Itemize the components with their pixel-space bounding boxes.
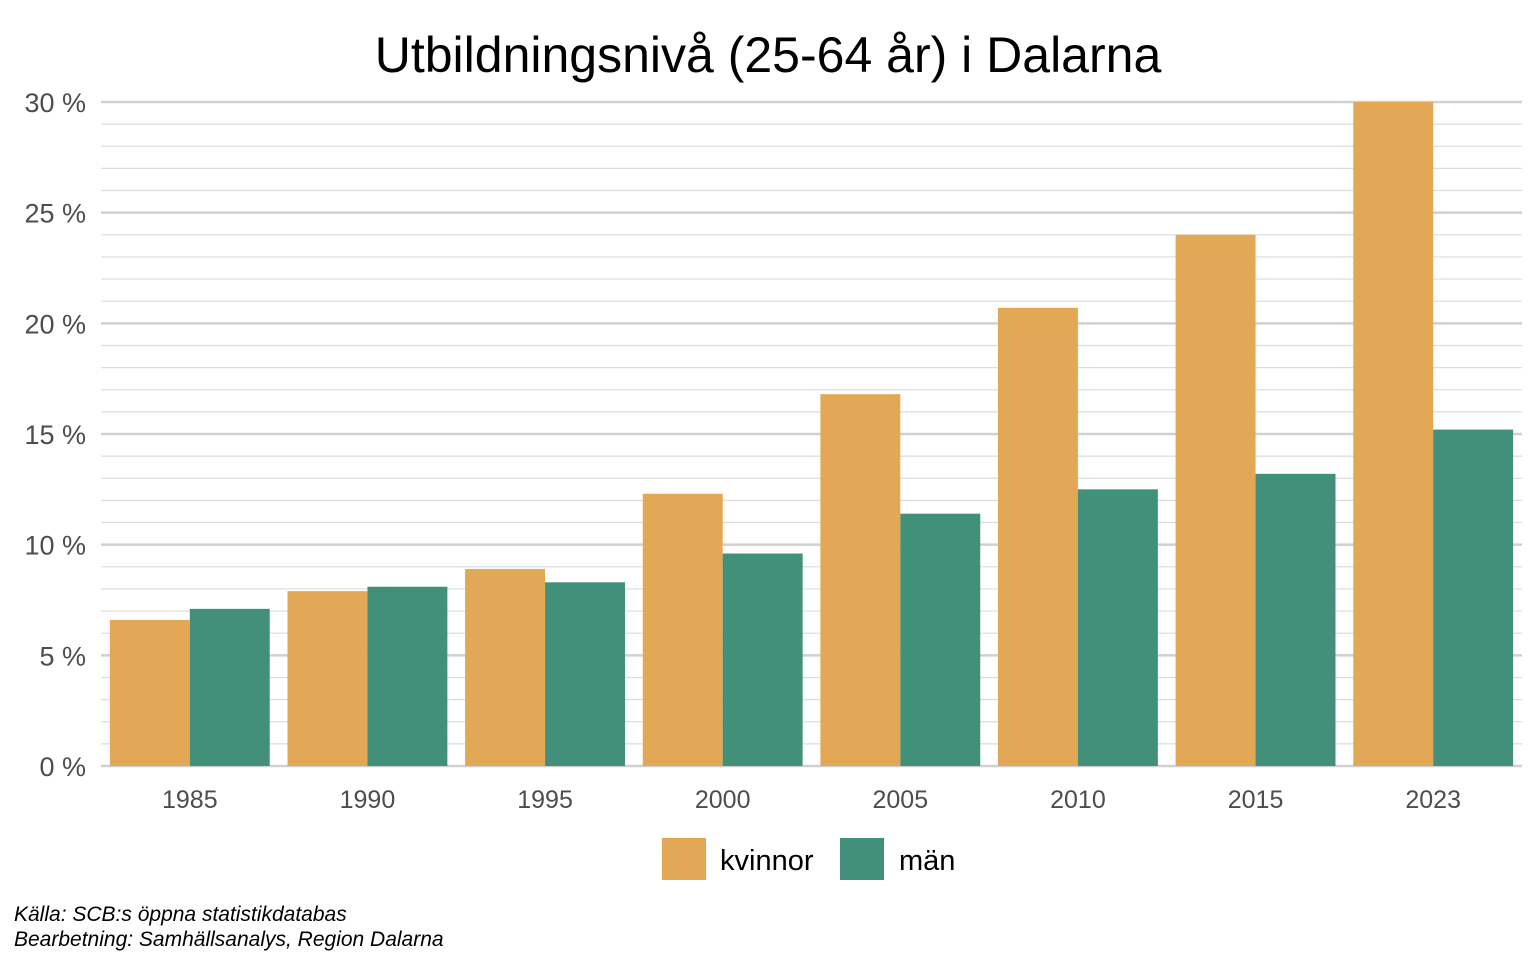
bar-man-2023 (1433, 429, 1514, 766)
bar-man-1985 (189, 608, 270, 766)
bar-man-2005 (900, 513, 981, 766)
bar-man-1990 (367, 586, 448, 766)
y-tick-label: 30 % (24, 88, 86, 118)
chart-title: Utbildningsnivå (25-64 år) i Dalarna (375, 27, 1162, 83)
y-tick-label: 15 % (24, 420, 86, 450)
legend-swatch-kvinnor (662, 838, 706, 880)
bars (109, 102, 1514, 767)
y-tick-label: 10 % (24, 531, 86, 561)
x-tick-label: 2015 (1228, 786, 1284, 814)
bar-kvinnor-2010 (998, 307, 1078, 766)
x-tick-label: 2023 (1405, 786, 1461, 814)
bar-kvinnor-1995 (465, 569, 546, 766)
bar-kvinnor-1990 (287, 591, 368, 766)
x-tick-label: 1985 (162, 786, 218, 814)
y-tick-label: 0 % (39, 752, 86, 782)
bar-kvinnor-2015 (1175, 234, 1256, 767)
bar-man-2010 (1077, 489, 1158, 766)
bar-kvinnor-2023 (1353, 102, 1434, 766)
x-tick-label: 2005 (873, 786, 929, 814)
caption-source: Källa: SCB:s öppna statistikdatabas (14, 903, 347, 926)
y-axis-ticks: 0 % 5 % 10 % 15 % 20 % 25 % 30 % (24, 88, 86, 782)
legend-swatch-man (840, 838, 884, 880)
y-tick-label: 20 % (24, 309, 86, 339)
bar-man-2000 (722, 553, 803, 766)
bar-kvinnor-2005 (820, 394, 901, 766)
bar-kvinnor-2000 (642, 493, 723, 766)
caption-processing: Bearbetning: Samhällsanalys, Region Dala… (14, 928, 444, 951)
x-tick-label: 1995 (517, 786, 573, 814)
x-tick-label: 1990 (340, 786, 396, 814)
legend-label-man: män (899, 845, 955, 877)
bar-kvinnor-1985 (109, 619, 190, 766)
bar-man-2015 (1255, 473, 1336, 766)
y-tick-label: 5 % (39, 641, 86, 671)
legend: kvinnor män (662, 838, 955, 880)
bar-man-1995 (545, 582, 625, 766)
x-tick-label: 2000 (695, 786, 751, 814)
legend-label-kvinnor: kvinnor (720, 845, 814, 877)
y-tick-label: 25 % (24, 199, 86, 229)
x-axis-ticks: 1985 1990 1995 2000 2005 2010 2015 2023 (162, 786, 1461, 814)
x-tick-label: 2010 (1050, 786, 1106, 814)
